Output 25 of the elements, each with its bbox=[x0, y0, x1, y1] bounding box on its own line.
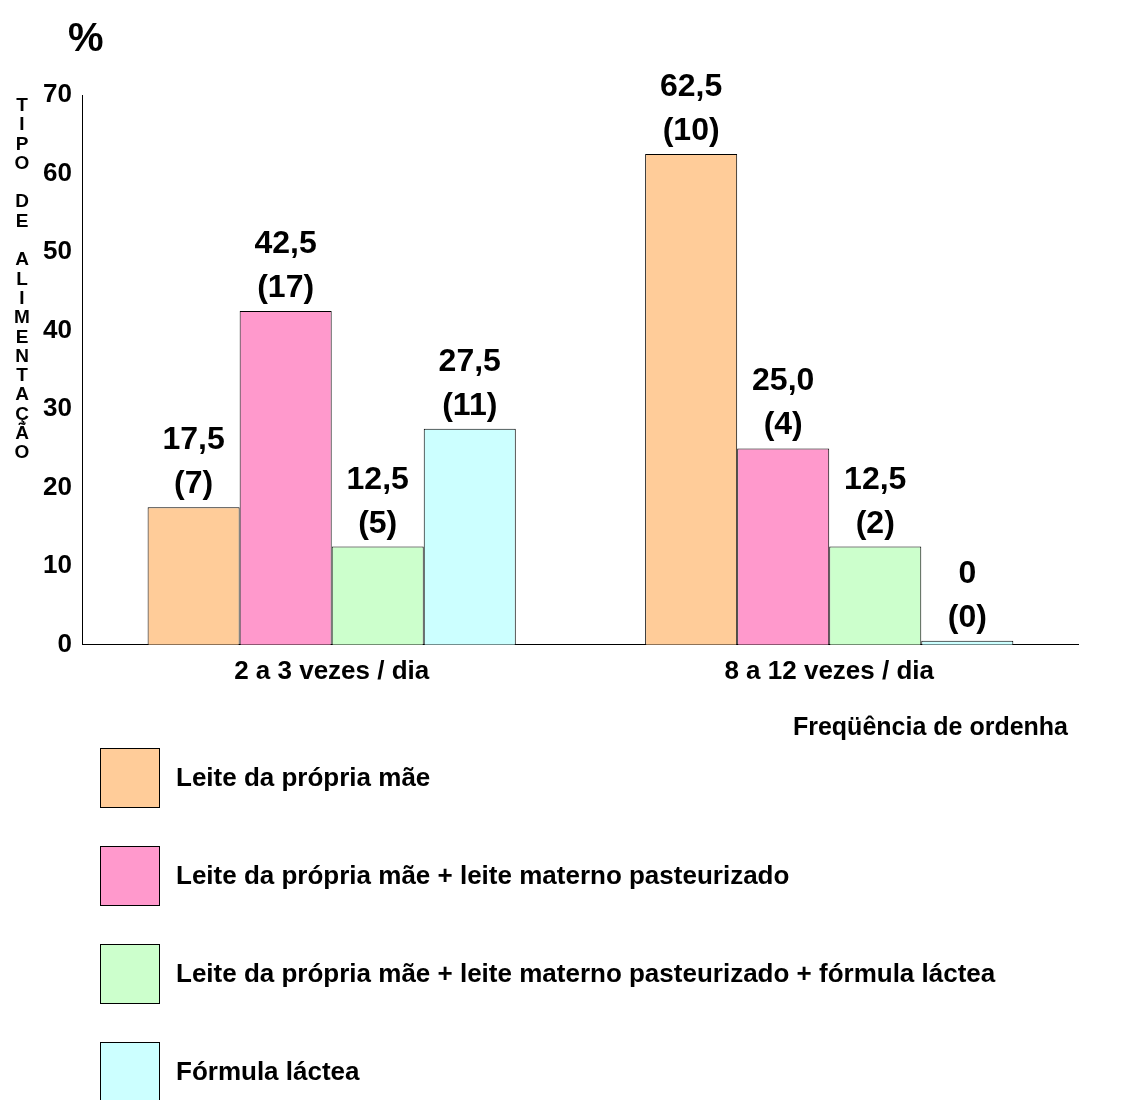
y-tick-label: 0 bbox=[57, 627, 72, 658]
legend-label: Leite da própria mãe bbox=[176, 762, 431, 793]
text: TIPO DE ALIMENTAÇÃO bbox=[14, 94, 30, 463]
x-tick-label: 8 a 12 vezes / dia bbox=[724, 654, 935, 685]
y-tick-label: 70 bbox=[43, 78, 72, 109]
data-label: 0 (0) bbox=[947, 553, 987, 634]
data-label: 42,5 (17) bbox=[254, 223, 317, 304]
y-tick-label: 40 bbox=[43, 313, 72, 344]
data-label: 12,5 (5) bbox=[346, 459, 409, 540]
data-label: 12,5 (2) bbox=[844, 459, 907, 540]
y-tick-label: 60 bbox=[43, 156, 72, 187]
x-tick-label: 2 a 3 vezes / dia bbox=[234, 654, 430, 685]
data-label: 62,5 (10) bbox=[660, 66, 723, 147]
legend-label: Fórmula láctea bbox=[176, 1056, 360, 1087]
legend-label: Leite da própria mãe + leite materno pasteurizado bbox=[176, 860, 790, 891]
y-tick-label: 10 bbox=[43, 549, 72, 580]
legend-label: Leite da própria mãe + leite materno pasteurizado + fórmula láctea bbox=[176, 958, 996, 989]
data-label: 27,5 (11) bbox=[438, 341, 501, 422]
y-tick-label: 50 bbox=[43, 235, 72, 266]
data-label: 25,0 (4) bbox=[752, 361, 815, 442]
y-tick-label: 30 bbox=[43, 392, 72, 423]
y-tick-label: 20 bbox=[43, 470, 72, 501]
x-axis-title: Freqüência de ordenha bbox=[792, 712, 1068, 741]
data-label: 17,5 (7) bbox=[162, 420, 225, 501]
text: % bbox=[68, 15, 104, 60]
